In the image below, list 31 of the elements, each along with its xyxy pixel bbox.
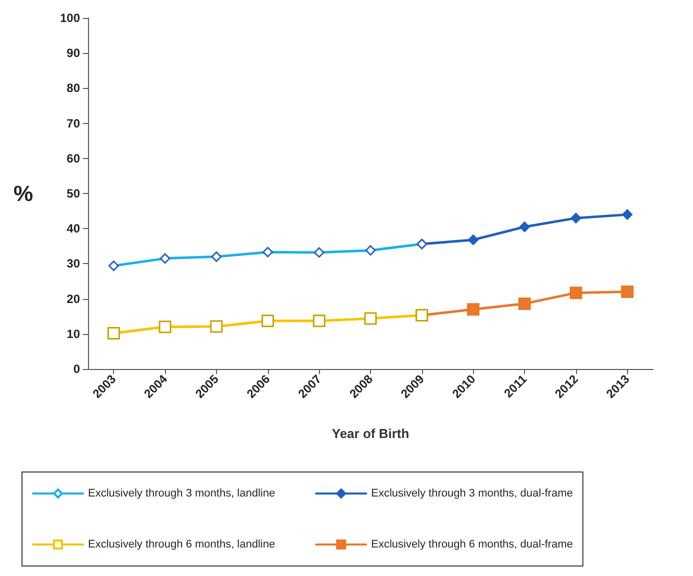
point <box>622 209 633 220</box>
y-tick-label: 100 <box>60 11 80 25</box>
point <box>158 320 172 334</box>
point <box>210 320 223 333</box>
point <box>570 286 582 300</box>
y-tick-label: 50 <box>66 186 80 200</box>
point <box>466 303 480 316</box>
legend-label: Exclusively through 6 months, dual-frame <box>371 538 573 550</box>
point <box>518 297 531 310</box>
legend-label: Exclusively through 6 months, landline <box>88 538 276 550</box>
point <box>468 234 478 246</box>
y-tick-label: 70 <box>66 116 80 130</box>
point <box>107 326 120 340</box>
x-axis-title: Year of Birth <box>332 426 410 441</box>
y-tick-label: 40 <box>66 222 80 236</box>
point <box>621 286 634 298</box>
y-tick-label: 80 <box>66 81 80 96</box>
legend-label: Exclusively through 3 months, landline <box>88 488 276 500</box>
y-tick-label: 60 <box>66 151 80 166</box>
legend-label: Exclusively through 3 months, dual-frame <box>371 488 573 500</box>
point <box>312 314 326 328</box>
point <box>364 312 377 325</box>
point <box>570 212 582 224</box>
y-tick-label: 90 <box>66 46 80 60</box>
point <box>519 222 530 232</box>
y-tick-label: 10 <box>66 326 80 341</box>
point <box>262 314 274 328</box>
y-tick-label: 0 <box>73 362 80 376</box>
y-tick-label: 30 <box>66 256 80 271</box>
y-tick-label: 20 <box>66 292 80 306</box>
y-axis-title: % <box>13 181 33 206</box>
